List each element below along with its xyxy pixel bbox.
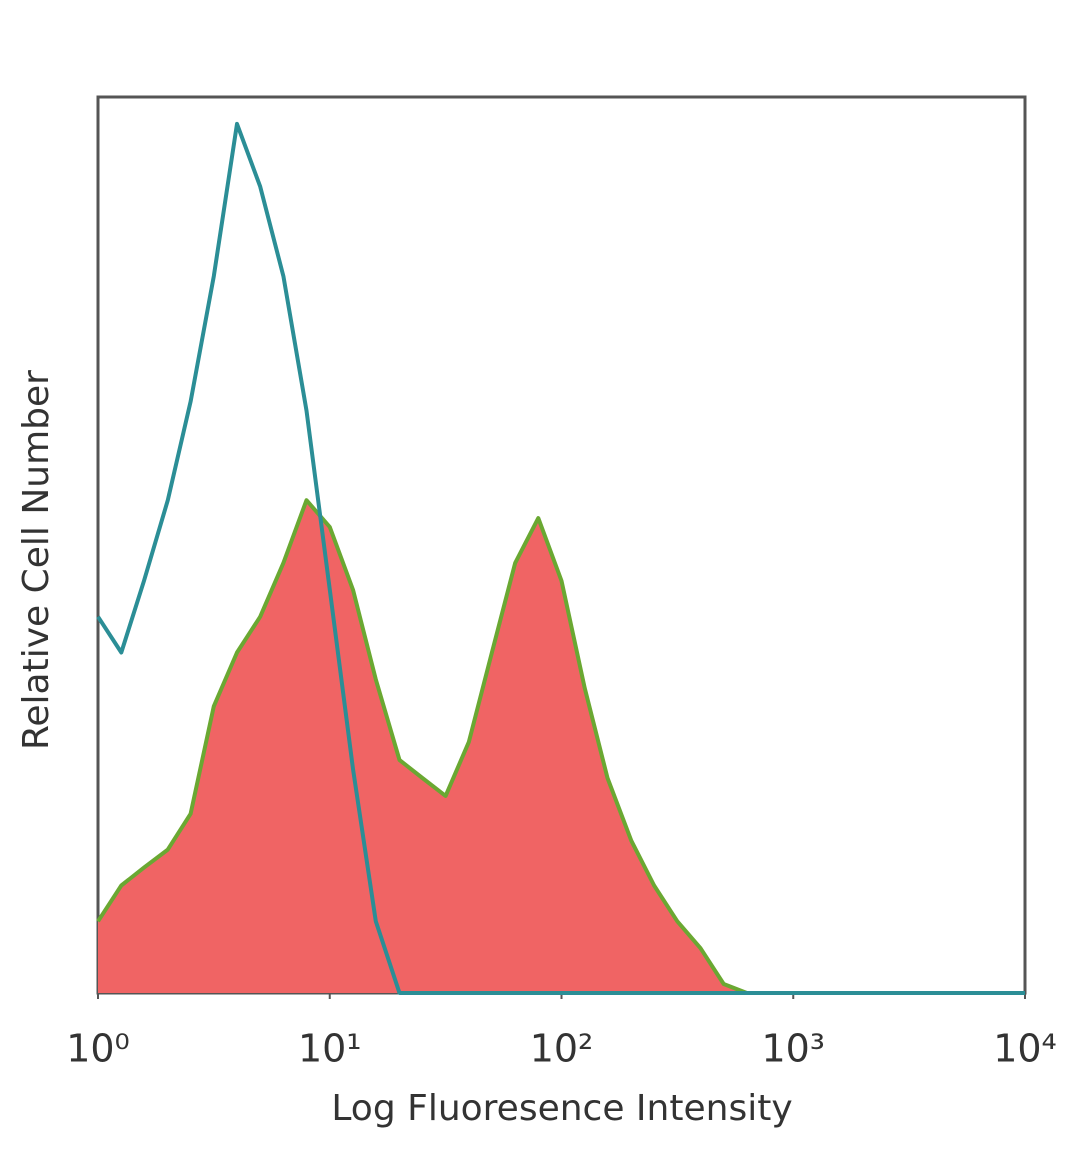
x-tick-label: 10⁰ xyxy=(66,1027,130,1071)
x-tick-label: 10³ xyxy=(761,1027,825,1071)
y-axis-label: Relative Cell Number xyxy=(16,370,57,750)
x-tick-label: 10¹ xyxy=(298,1027,362,1071)
histogram-line xyxy=(96,121,1025,995)
histogram-fill xyxy=(98,500,1025,993)
x-axis-label: Log Fluoresence Intensity xyxy=(331,1088,792,1129)
x-tick-label: 10⁴ xyxy=(993,1027,1057,1071)
histogram-line xyxy=(96,498,1025,995)
x-tick-label: 10² xyxy=(530,1027,594,1071)
